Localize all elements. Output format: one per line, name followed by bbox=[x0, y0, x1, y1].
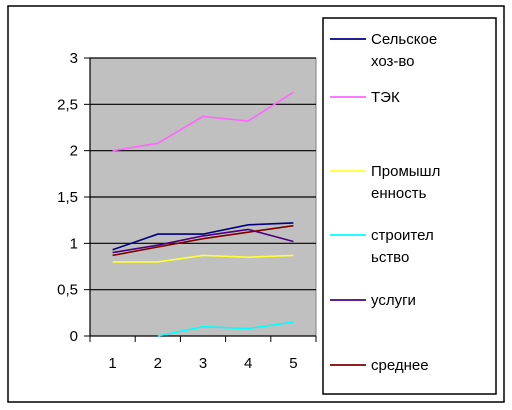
x-tick-label: 4 bbox=[244, 355, 252, 372]
series-line bbox=[112, 254, 294, 263]
legend-label: ьство bbox=[371, 249, 409, 266]
series-line bbox=[157, 321, 294, 337]
legend: Сельское хоз-во ТЭК Промышл енность строител ь… bbox=[330, 31, 440, 374]
legend-item: Промышл енность bbox=[330, 163, 440, 202]
legend-label: хоз-во bbox=[371, 53, 415, 70]
x-tick-label: 5 bbox=[289, 355, 297, 372]
legend-label: Сельское bbox=[371, 31, 437, 48]
legend-label: среднее bbox=[371, 357, 429, 374]
series-line bbox=[112, 224, 294, 257]
legend-label: ТЭК bbox=[371, 89, 400, 106]
series-line bbox=[112, 91, 294, 152]
legend-label: услуги bbox=[371, 292, 416, 309]
y-tick-label: 2,5 bbox=[57, 96, 78, 113]
legend-item: Сельское хоз-во bbox=[330, 31, 437, 70]
x-axis-tick-labels: 1 2 3 4 5 bbox=[108, 355, 297, 372]
y-tick-label: 1 bbox=[70, 235, 78, 252]
x-tick-label: 3 bbox=[199, 355, 207, 372]
legend-item: услуги bbox=[330, 292, 416, 309]
y-tick-label: 0 bbox=[70, 328, 78, 345]
legend-box bbox=[322, 17, 497, 395]
legend-label: енность bbox=[371, 185, 427, 202]
y-axis-tick-labels: 0 0,5 1 1,5 2 2,5 3 bbox=[57, 50, 78, 345]
x-tick-label: 2 bbox=[154, 355, 162, 372]
y-tick-label: 0,5 bbox=[57, 282, 78, 299]
legend-label: Промышл bbox=[371, 163, 440, 180]
legend-item: среднее bbox=[330, 357, 429, 374]
legend-item: ТЭК bbox=[330, 89, 400, 106]
axes bbox=[84, 57, 317, 342]
legend-label: строител bbox=[371, 227, 434, 244]
x-tick-label: 1 bbox=[108, 355, 116, 372]
y-tick-label: 1,5 bbox=[57, 189, 78, 206]
y-tick-label: 3 bbox=[70, 50, 78, 67]
y-tick-label: 2 bbox=[70, 143, 78, 160]
series-line bbox=[112, 222, 294, 251]
legend-item: строител ьство bbox=[330, 227, 434, 266]
series-line bbox=[112, 228, 294, 254]
series-lines bbox=[112, 91, 294, 337]
grid-lines bbox=[90, 57, 316, 291]
